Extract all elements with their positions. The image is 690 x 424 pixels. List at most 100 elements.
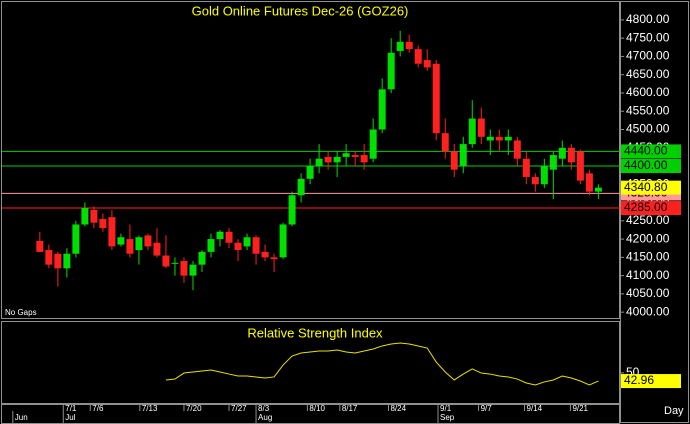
candle-body xyxy=(54,253,62,269)
candle-body xyxy=(297,178,305,196)
month-label: Jul xyxy=(65,413,75,422)
candle-body xyxy=(81,208,89,225)
rsi-last-label: 42.96 xyxy=(624,373,654,387)
x-tick-label: 9/21 xyxy=(572,404,588,413)
candle-body xyxy=(378,89,386,130)
value-axis xyxy=(620,1,689,423)
candle-body xyxy=(144,235,152,247)
y-tick-label: 4750.00 xyxy=(626,30,670,44)
candle-body xyxy=(495,136,503,141)
y-tick-label: 4050.00 xyxy=(626,286,670,300)
candle-body xyxy=(468,118,476,145)
candle-body xyxy=(117,237,125,245)
candle-body xyxy=(540,166,548,185)
y-tick-label: 4200.00 xyxy=(626,231,670,245)
candle-body xyxy=(234,242,242,251)
candle-body xyxy=(135,237,143,251)
candle-body xyxy=(441,133,449,152)
y-tick-label: 4800.00 xyxy=(626,12,670,26)
x-tick-label: 8/24 xyxy=(390,404,406,413)
x-tick-label: 9/7 xyxy=(481,404,493,413)
candle-body xyxy=(585,173,593,192)
y-tick-label: 4700.00 xyxy=(626,49,670,63)
last-price-box xyxy=(621,180,681,195)
candle-body xyxy=(522,158,530,177)
x-tick-label: 7/6 xyxy=(92,404,104,413)
candle-body xyxy=(324,156,332,163)
candle-body xyxy=(198,251,206,265)
x-tick-label: 7/27 xyxy=(231,404,247,413)
candle-body xyxy=(432,63,440,134)
candle-body xyxy=(504,136,512,141)
candle-body xyxy=(558,147,566,159)
candle-body xyxy=(396,41,404,51)
candle-body xyxy=(423,60,431,68)
candle-body xyxy=(288,195,296,225)
candle-body xyxy=(477,118,485,137)
candle-body xyxy=(261,251,269,258)
candle-body xyxy=(162,255,170,267)
candle-body xyxy=(207,239,215,252)
month-label: Aug xyxy=(258,413,272,422)
candle-body xyxy=(450,151,458,170)
x-tick-label: 7/20 xyxy=(186,404,202,413)
candle-body xyxy=(243,237,251,247)
x-tick-label: 7/1 xyxy=(65,404,77,413)
candle-body xyxy=(513,140,521,159)
candle-body xyxy=(369,129,377,159)
candle-body xyxy=(216,231,224,240)
candle-body xyxy=(171,262,179,264)
candle-body xyxy=(342,153,350,157)
candle-body xyxy=(387,52,395,90)
candle-body xyxy=(279,224,287,258)
x-tick-label: 8/17 xyxy=(342,404,358,413)
candle-body xyxy=(108,217,116,247)
x-tick-label: 8/3 xyxy=(258,404,270,413)
candle-body xyxy=(225,231,233,243)
candle-body xyxy=(90,209,98,223)
x-tick-label: 8/10 xyxy=(309,404,325,413)
x-tick-label: 7/13 xyxy=(142,404,158,413)
candle-body xyxy=(576,151,584,181)
y-tick-label: 4600.00 xyxy=(626,85,670,99)
chart-title: Gold Online Futures Dec-26 (GOZ26) xyxy=(192,3,409,18)
candle-body xyxy=(414,49,422,64)
rsi-last-box xyxy=(621,374,681,389)
candle-body xyxy=(72,224,80,254)
candle-body xyxy=(252,237,260,254)
note: No Gaps xyxy=(5,308,37,317)
level-label: 4400.00 xyxy=(624,158,668,172)
y-tick-label: 4550.00 xyxy=(626,103,670,117)
candle-body xyxy=(360,155,368,163)
month-label: Jun xyxy=(15,413,28,422)
candle-body xyxy=(45,250,53,265)
candle-body xyxy=(567,147,575,163)
candle-body xyxy=(531,176,539,185)
candle-body xyxy=(63,253,71,269)
candle-body xyxy=(270,257,278,260)
candle-body xyxy=(315,158,323,167)
candle-body xyxy=(306,166,314,179)
candle-body xyxy=(594,187,602,192)
last-price-label: 4340.80 xyxy=(624,180,668,194)
candle-body xyxy=(333,156,341,163)
rsi-title: Relative Strength Index xyxy=(247,325,383,340)
y-tick-label: 4150.00 xyxy=(626,250,670,264)
level-box xyxy=(621,201,681,216)
x-tick-label: 9/14 xyxy=(527,404,543,413)
y-tick-label: 4650.00 xyxy=(626,67,670,81)
rsi-panel xyxy=(1,321,620,404)
candle-body xyxy=(153,242,161,256)
level-label: 4440.00 xyxy=(624,144,668,158)
y-tick-label: 4000.00 xyxy=(626,304,670,318)
y-tick-label: 4500.00 xyxy=(626,122,670,136)
rsi-line xyxy=(165,342,599,386)
candle-body xyxy=(549,155,557,170)
candle-body xyxy=(486,136,494,141)
candle-body xyxy=(405,41,413,50)
candle-body xyxy=(189,264,197,276)
y-tick-label: 4250.00 xyxy=(626,213,670,227)
candle-body xyxy=(126,239,134,254)
candle-body xyxy=(459,144,467,167)
